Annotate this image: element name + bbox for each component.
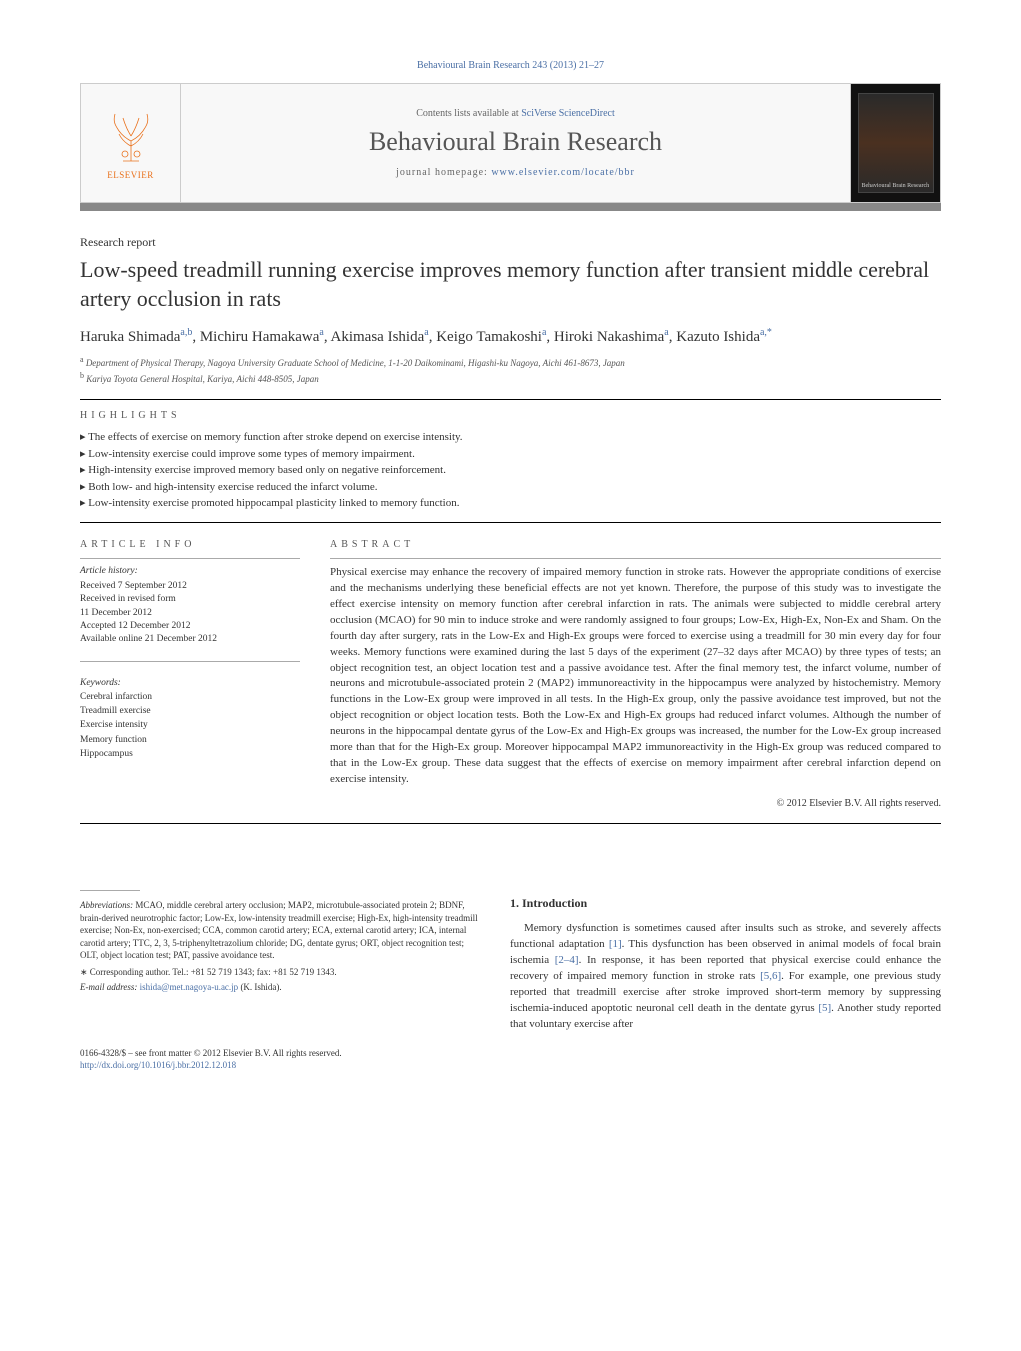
- divider: [80, 522, 941, 523]
- divider: [80, 661, 300, 662]
- keywords-block: Keywords: Cerebral infarctionTreadmill e…: [80, 676, 300, 762]
- author-affiliation-mark: a: [424, 327, 428, 338]
- abstract-label: ABSTRACT: [330, 539, 941, 550]
- journal-homepage-line: journal homepage: www.elsevier.com/locat…: [396, 167, 635, 178]
- citation-link[interactable]: [1]: [609, 938, 622, 950]
- divider: [80, 558, 300, 559]
- citation-link[interactable]: [5,6]: [760, 970, 781, 982]
- highlight-item: Both low- and high-intensity exercise re…: [80, 479, 941, 496]
- journal-header: ELSEVIER Contents lists available at Sci…: [80, 83, 941, 203]
- corresponding-email-link[interactable]: ishida@met.nagoya-u.ac.jp: [140, 982, 239, 992]
- divider: [80, 890, 140, 891]
- journal-cover-thumbnail: Behavioural Brain Research: [858, 93, 934, 193]
- sciencedirect-link[interactable]: SciVerse ScienceDirect: [521, 108, 615, 119]
- header-underline-bar: [80, 203, 941, 211]
- highlights-list: The effects of exercise on memory functi…: [80, 429, 941, 512]
- abbreviations-text: MCAO, middle cerebral artery occlusion; …: [80, 900, 478, 960]
- journal-homepage-link[interactable]: www.elsevier.com/locate/bbr: [491, 167, 635, 178]
- highlight-item: Low-intensity exercise promoted hippocam…: [80, 495, 941, 512]
- publisher-label: ELSEVIER: [107, 170, 154, 180]
- keyword-item: Treadmill exercise: [80, 704, 300, 718]
- publisher-logo-cell: ELSEVIER: [81, 84, 181, 202]
- highlight-item: High-intensity exercise improved memory …: [80, 462, 941, 479]
- citation-link[interactable]: [2–4]: [555, 954, 579, 966]
- highlight-item: The effects of exercise on memory functi…: [80, 429, 941, 446]
- email-line: E-mail address: ishida@met.nagoya-u.ac.j…: [80, 981, 480, 994]
- history-line: Received in revised form: [80, 593, 300, 606]
- author-list: Haruka Shimadaa,b, Michiru Hamakawaa, Ak…: [80, 327, 941, 346]
- article-title: Low-speed treadmill running exercise imp…: [80, 256, 941, 313]
- journal-cover-cell: Behavioural Brain Research: [850, 84, 940, 202]
- journal-name: Behavioural Brain Research: [369, 127, 662, 157]
- divider: [80, 399, 941, 400]
- elsevier-tree-icon: [101, 106, 161, 166]
- divider: [80, 823, 941, 824]
- affiliation-line: a Department of Physical Therapy, Nagoya…: [80, 354, 941, 370]
- divider: [330, 558, 941, 559]
- issn-copyright-line: 0166-4328/$ – see front matter © 2012 El…: [80, 1047, 941, 1060]
- contents-prefix: Contents lists available at: [416, 108, 521, 119]
- header-center: Contents lists available at SciVerse Sci…: [181, 84, 850, 202]
- author-affiliation-mark: a,b: [180, 327, 192, 338]
- keyword-item: Memory function: [80, 733, 300, 747]
- history-label: Article history:: [80, 565, 300, 578]
- article-type: Research report: [80, 235, 941, 250]
- history-line: Available online 21 December 2012: [80, 633, 300, 646]
- affiliation-line: b Kariya Toyota General Hospital, Kariya…: [80, 370, 941, 386]
- article-history: Article history: Received 7 September 20…: [80, 565, 300, 647]
- introduction-heading: 1. Introduction: [510, 896, 941, 911]
- contents-available-line: Contents lists available at SciVerse Sci…: [416, 108, 615, 119]
- keyword-item: Cerebral infarction: [80, 690, 300, 704]
- abstract-text: Physical exercise may enhance the recove…: [330, 565, 941, 788]
- abbreviations: Abbreviations: MCAO, middle cerebral art…: [80, 899, 480, 962]
- corresponding-author: ∗ Corresponding author. Tel.: +81 52 719…: [80, 966, 480, 979]
- email-label: E-mail address:: [80, 982, 140, 992]
- doi-link[interactable]: http://dx.doi.org/10.1016/j.bbr.2012.12.…: [80, 1060, 236, 1070]
- history-line: Received 7 September 2012: [80, 580, 300, 593]
- citation-link[interactable]: [5]: [818, 1002, 831, 1014]
- highlight-item: Low-intensity exercise could improve som…: [80, 446, 941, 463]
- abbreviations-label: Abbreviations:: [80, 900, 133, 910]
- homepage-prefix: journal homepage:: [396, 167, 491, 178]
- highlights-label: HIGHLIGHTS: [80, 410, 941, 421]
- email-suffix: (K. Ishida).: [238, 982, 282, 992]
- footer-notes: Abbreviations: MCAO, middle cerebral art…: [80, 899, 480, 993]
- history-line: Accepted 12 December 2012: [80, 620, 300, 633]
- author-affiliation-mark: a,*: [760, 327, 772, 338]
- keyword-item: Exercise intensity: [80, 718, 300, 732]
- author-affiliation-mark: a: [319, 327, 323, 338]
- bottom-matter: 0166-4328/$ – see front matter © 2012 El…: [80, 1047, 941, 1072]
- introduction-paragraph: Memory dysfunction is sometimes caused a…: [510, 921, 941, 1033]
- author-affiliation-mark: a: [542, 327, 546, 338]
- author-affiliation-mark: a: [664, 327, 668, 338]
- affiliations: a Department of Physical Therapy, Nagoya…: [80, 354, 941, 385]
- journal-reference: Behavioural Brain Research 243 (2013) 21…: [80, 60, 941, 71]
- keyword-item: Hippocampus: [80, 747, 300, 761]
- article-info-label: ARTICLE INFO: [80, 539, 300, 550]
- abstract-copyright: © 2012 Elsevier B.V. All rights reserved…: [330, 798, 941, 809]
- keywords-label: Keywords:: [80, 676, 300, 690]
- history-line: 11 December 2012: [80, 607, 300, 620]
